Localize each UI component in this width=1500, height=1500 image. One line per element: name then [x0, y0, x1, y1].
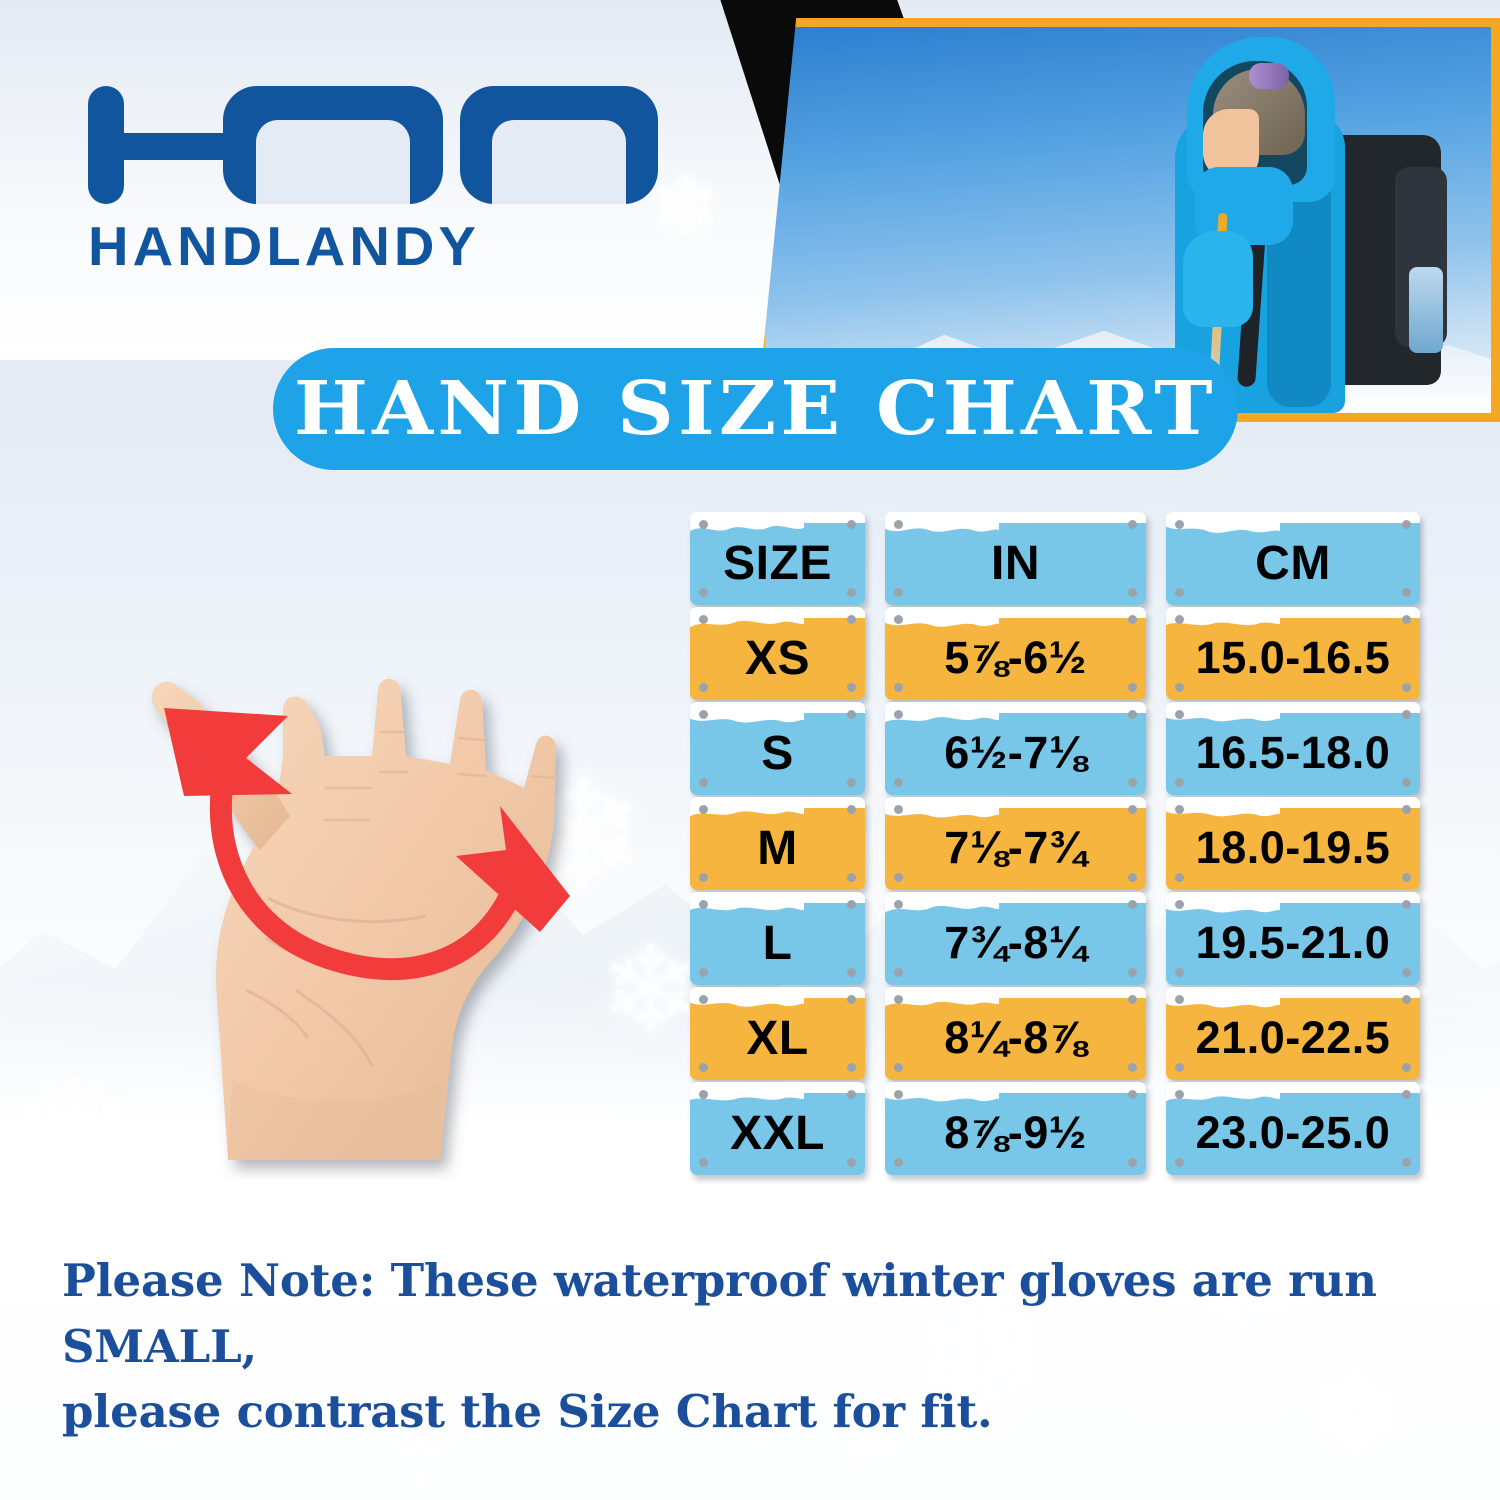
table-cell-in: 8⅞-9½ — [885, 1082, 1146, 1175]
page-title: HAND SIZE CHART — [294, 366, 1217, 452]
measure-arrow-icon — [209, 723, 522, 981]
table-row: M 7⅛-7¾ 18.0-19.5 — [690, 797, 1420, 890]
table-row: L 7¾-8¼ 19.5-21.0 — [690, 892, 1420, 985]
snowflake-icon: ❄ — [390, 1426, 449, 1500]
snowflake-icon: ❄ — [918, 1271, 1044, 1439]
size-chart-table: SIZE IN CM XS — [690, 512, 1420, 1177]
hand-measure-illustration — [120, 520, 600, 1180]
cm-value: 15.0-16.5 — [1195, 632, 1391, 683]
cm-value: 19.5-21.0 — [1195, 917, 1391, 968]
table-row: S 6½-7⅛ 16.5-18.0 — [690, 702, 1420, 795]
table-cell-in: 6½-7⅛ — [885, 702, 1146, 795]
table-cell-in: 7¾-8¼ — [885, 892, 1146, 985]
hd-monogram-icon — [88, 78, 658, 206]
table-row: XL 8¼-8⅞ 21.0-22.5 — [690, 987, 1420, 1080]
in-value: 7¾-8¼ — [944, 917, 1087, 968]
size-label: L — [762, 916, 793, 970]
size-label: XS — [744, 631, 811, 685]
table-header-size: SIZE — [723, 536, 832, 590]
brand-logo: HANDLANDY — [88, 78, 658, 278]
brand-name: HANDLANDY — [88, 215, 481, 277]
snowflake-icon: ❄ — [220, 1183, 313, 1306]
arrow-head-right — [456, 806, 570, 932]
snowflake-icon: ❄ — [836, 1393, 909, 1489]
size-label: XXL — [730, 1106, 825, 1160]
table-cell-size-header: SIZE — [690, 512, 865, 605]
snowflake-icon: ❄ — [10, 1051, 136, 1219]
table-cell-size: XXL — [690, 1082, 865, 1175]
table-cell-size: L — [690, 892, 865, 985]
arrow-head-left — [164, 708, 292, 796]
table-cell-size: XS — [690, 607, 865, 700]
cm-value: 18.0-19.5 — [1195, 822, 1391, 873]
table-cell-in: 5⅞-6½ — [885, 607, 1146, 700]
page-title-banner: HAND SIZE CHART — [273, 348, 1238, 470]
cm-value: 16.5-18.0 — [1195, 727, 1391, 778]
table-header-row: SIZE IN CM — [690, 512, 1420, 605]
table-cell-size: XL — [690, 987, 865, 1080]
table-cell-cm: 23.0-25.0 — [1166, 1082, 1420, 1175]
table-cell-cm: 18.0-19.5 — [1166, 797, 1420, 890]
in-value: 6½-7⅛ — [944, 727, 1087, 778]
in-value: 5⅞-6½ — [944, 632, 1087, 683]
cm-value: 23.0-25.0 — [1195, 1107, 1391, 1158]
table-cell-cm-header: CM — [1166, 512, 1420, 605]
size-label: S — [761, 726, 794, 780]
table-header-cm: CM — [1255, 536, 1331, 590]
size-label: XL — [746, 1011, 809, 1065]
table-cell-cm: 16.5-18.0 — [1166, 702, 1420, 795]
snowflake-icon: ❄ — [1190, 1207, 1299, 1353]
hand-svg — [151, 679, 570, 1160]
note-line-2: please contrast the Size Chart for fit. — [62, 1385, 993, 1439]
table-cell-in-header: IN — [885, 512, 1146, 605]
table-row: XXL 8⅞-9½ 23.0-25.0 — [690, 1082, 1420, 1175]
cm-value: 21.0-22.5 — [1195, 1012, 1391, 1063]
snowflake-icon: ❄ — [600, 923, 701, 1057]
table-header-in: IN — [991, 536, 1040, 590]
table-cell-size: M — [690, 797, 865, 890]
table-cell-cm: 19.5-21.0 — [1166, 892, 1420, 985]
table-cell-size: S — [690, 702, 865, 795]
note-block: Please Note: These waterproof winter glo… — [62, 1248, 1462, 1445]
size-label: M — [757, 821, 798, 875]
table-cell-in: 8¼-8⅞ — [885, 987, 1146, 1080]
snowflake-icon: ❄ — [1310, 1353, 1403, 1476]
table-cell-cm: 21.0-22.5 — [1166, 987, 1420, 1080]
note-line-1: Please Note: These waterproof winter glo… — [62, 1254, 1377, 1373]
in-value: 8⅞-9½ — [944, 1107, 1087, 1158]
in-value: 8¼-8⅞ — [944, 1012, 1087, 1063]
in-value: 7⅛-7¾ — [944, 822, 1087, 873]
table-cell-cm: 15.0-16.5 — [1166, 607, 1420, 700]
snowflake-icon: ❄ — [650, 160, 721, 254]
table-row: XS 5⅞-6½ 15.0-16.5 — [690, 607, 1420, 700]
table-cell-in: 7⅛-7¾ — [885, 797, 1146, 890]
snowflake-icon: ❄ — [1415, 1185, 1491, 1285]
